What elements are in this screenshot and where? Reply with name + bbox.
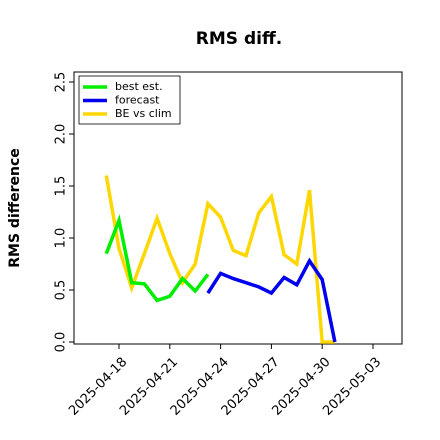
y-tick-label: 1.5 [54, 176, 69, 197]
y-tick-label: 0.5 [54, 280, 69, 301]
y-tick-label: 1.0 [54, 228, 69, 249]
y-axis-label: RMS difference [7, 148, 23, 268]
series-line-best-est- [104, 214, 210, 303]
plot-area-frame [73, 71, 403, 345]
y-tick-label: 2.0 [54, 124, 69, 145]
legend-entry: forecast [115, 94, 160, 107]
y-tick-label: 2.5 [54, 72, 69, 93]
y-axis: 0.0 0.5 1.0 1.5 2.0 2.5 [54, 72, 74, 353]
legend-entry: BE vs clim [115, 107, 172, 120]
x-axis: 2025-04-182025-04-212025-04-242025-04-27… [66, 344, 384, 419]
y-tick-label: 0.0 [54, 332, 69, 353]
chart-title: RMS diff. [196, 29, 282, 49]
series-line-be-vs-clim [104, 175, 335, 344]
series-line-forecast [206, 257, 337, 343]
legend-entry: best est. [115, 80, 163, 93]
series-group [104, 175, 337, 344]
